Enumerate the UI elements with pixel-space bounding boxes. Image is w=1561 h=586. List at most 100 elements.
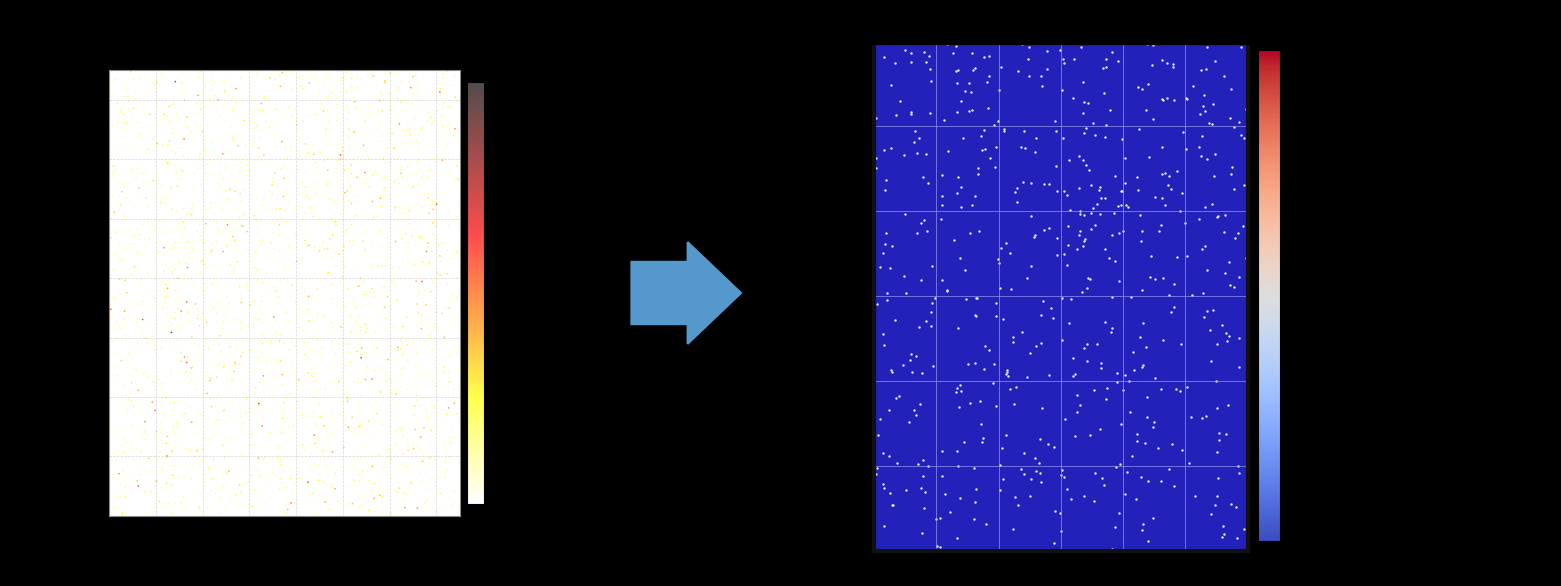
Point (412, 361, 437, 370)
Point (105, 90, 130, 99)
Point (382, 427, 407, 437)
Point (323, 150, 348, 159)
Point (317, 464, 342, 473)
Point (234, 488, 259, 497)
Point (295, 219, 320, 229)
Point (112, 141, 137, 150)
Point (170, 225, 195, 234)
Point (401, 72, 426, 81)
Point (393, 105, 418, 115)
Point (343, 366, 368, 376)
Point (440, 345, 465, 355)
Point (200, 474, 225, 483)
Point (404, 169, 429, 178)
Point (268, 357, 293, 366)
Point (236, 74, 261, 83)
Point (165, 305, 190, 314)
Point (293, 192, 318, 201)
Point (300, 370, 325, 380)
Point (270, 468, 295, 478)
Point (111, 315, 136, 325)
Point (178, 446, 203, 455)
Point (178, 238, 203, 247)
Point (165, 330, 190, 339)
Point (423, 199, 448, 209)
Point (1218, 114, 1243, 123)
Point (200, 246, 225, 255)
Point (265, 184, 290, 193)
Point (156, 304, 181, 314)
Point (105, 372, 130, 381)
Point (209, 205, 234, 214)
Point (162, 314, 187, 323)
Point (139, 140, 164, 149)
Point (347, 334, 372, 343)
Point (351, 246, 376, 255)
Point (944, 42, 969, 51)
Point (244, 69, 268, 79)
Point (357, 182, 382, 192)
Point (301, 384, 326, 393)
Point (407, 309, 432, 318)
Point (312, 76, 337, 86)
Point (289, 206, 314, 216)
Point (315, 197, 340, 207)
Point (270, 68, 295, 77)
Point (425, 89, 450, 98)
Point (940, 49, 965, 58)
Point (974, 519, 999, 529)
Point (161, 205, 186, 214)
Point (268, 456, 293, 466)
Point (339, 361, 364, 370)
Point (147, 81, 172, 90)
Point (375, 144, 400, 153)
Point (996, 371, 1021, 380)
Point (411, 370, 436, 380)
Point (404, 457, 429, 466)
Point (436, 294, 460, 303)
Point (963, 293, 988, 302)
Point (248, 96, 273, 105)
Point (372, 424, 396, 433)
Point (390, 126, 415, 135)
Point (275, 230, 300, 239)
Point (290, 84, 315, 93)
Point (137, 115, 162, 124)
Point (111, 445, 136, 455)
Point (215, 417, 240, 427)
Point (268, 331, 293, 340)
Point (208, 242, 233, 251)
Point (343, 489, 368, 499)
Point (220, 150, 245, 159)
Point (1051, 54, 1076, 63)
Point (401, 410, 426, 420)
Point (442, 341, 467, 350)
Point (215, 339, 240, 349)
Point (1199, 119, 1224, 128)
Point (404, 81, 429, 90)
Point (407, 217, 432, 227)
Point (278, 146, 303, 156)
Point (303, 462, 328, 471)
Point (309, 219, 334, 229)
Point (283, 499, 308, 508)
Point (359, 326, 384, 336)
Point (322, 229, 347, 239)
Point (315, 219, 340, 228)
Point (159, 410, 184, 419)
Point (309, 445, 334, 455)
Point (106, 191, 131, 200)
Point (164, 212, 189, 222)
Point (367, 450, 392, 459)
Point (415, 320, 440, 329)
Point (123, 113, 148, 122)
Point (123, 366, 148, 375)
Point (968, 397, 993, 406)
Point (242, 411, 267, 421)
Point (259, 510, 284, 520)
Point (119, 217, 144, 226)
Point (150, 458, 175, 467)
Point (240, 408, 265, 417)
Point (443, 204, 468, 213)
Point (891, 360, 916, 370)
